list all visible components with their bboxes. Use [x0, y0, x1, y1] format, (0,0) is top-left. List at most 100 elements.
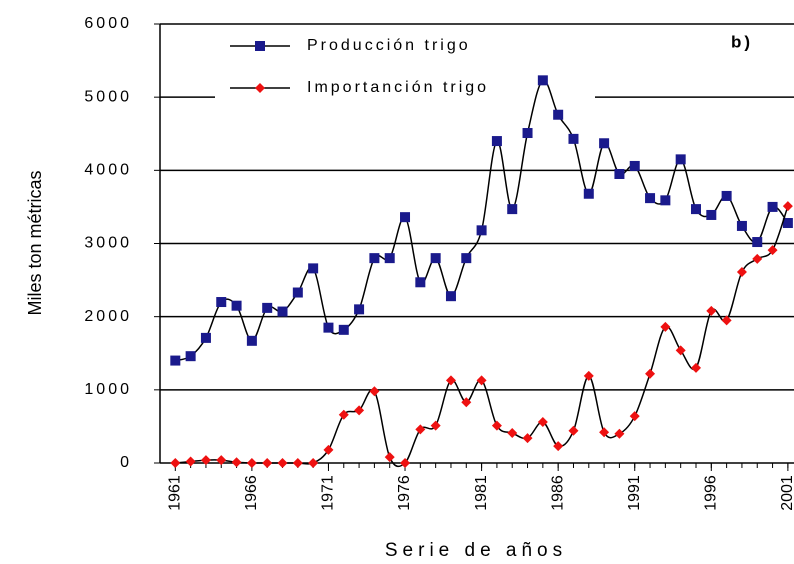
marker: [255, 41, 265, 51]
marker: [246, 458, 257, 468]
marker: [629, 411, 640, 422]
marker: [277, 458, 288, 468]
y-tick-label: 3000: [84, 235, 132, 252]
marker: [476, 225, 487, 236]
marker: [675, 345, 686, 356]
marker: [782, 218, 793, 229]
annotation: b): [731, 32, 753, 51]
marker: [277, 306, 288, 317]
marker: [430, 253, 441, 264]
y-tick-label: 6000: [84, 15, 132, 32]
marker: [583, 188, 594, 199]
x-tick-label: 1976: [396, 475, 413, 511]
series: [170, 201, 793, 468]
marker: [323, 444, 334, 455]
marker: [629, 160, 640, 171]
marker: [400, 212, 411, 223]
marker: [690, 204, 701, 215]
marker: [614, 168, 625, 179]
marker: [476, 375, 487, 386]
marker: [752, 237, 763, 248]
marker: [308, 458, 319, 468]
marker: [736, 220, 747, 231]
marker: [430, 420, 441, 431]
legend: Producción trigo Importanción trigo: [215, 28, 595, 100]
marker: [491, 136, 502, 147]
marker: [170, 458, 181, 468]
marker: [262, 458, 273, 468]
y-tick-label: 2000: [84, 308, 132, 325]
marker: [706, 209, 717, 220]
x-tick-label: 1991: [626, 475, 643, 511]
marker: [338, 324, 349, 335]
marker: [537, 75, 548, 86]
marker: [185, 456, 196, 467]
y-tick-label: 5000: [84, 88, 132, 105]
x-tick-label: 1996: [703, 475, 720, 511]
marker: [767, 201, 778, 212]
marker: [568, 133, 579, 144]
marker: [461, 253, 472, 264]
marker: [660, 321, 671, 332]
marker: [170, 355, 181, 366]
x-tick-label: 1961: [167, 475, 184, 511]
marker: [507, 204, 518, 215]
marker: [354, 304, 365, 315]
marker: [445, 291, 456, 302]
marker: [461, 397, 472, 408]
marker: [537, 417, 548, 428]
marker: [262, 302, 273, 313]
marker: [354, 405, 365, 416]
marker: [721, 315, 732, 326]
marker: [767, 245, 778, 256]
marker: [445, 375, 456, 386]
marker: [522, 433, 533, 444]
x-tick-label: 1971: [320, 475, 337, 511]
marker: [736, 267, 747, 278]
marker: [231, 300, 242, 311]
marker: [338, 409, 349, 420]
marker: [369, 253, 380, 264]
y-axis-title: Miles ton métricas: [25, 170, 45, 315]
x-tick-label: 1986: [549, 475, 566, 511]
marker: [706, 305, 717, 316]
marker: [415, 424, 426, 435]
marker: [246, 335, 257, 346]
marker: [599, 138, 610, 149]
marker: [583, 370, 594, 381]
marker: [216, 455, 227, 466]
marker: [384, 253, 395, 264]
marker: [491, 420, 502, 431]
marker: [553, 441, 564, 452]
y-tick-label: 1000: [84, 381, 132, 398]
marker: [690, 362, 701, 373]
y-tick-label: 4000: [84, 162, 132, 179]
marker: [231, 457, 242, 468]
marker: [292, 458, 303, 468]
marker: [369, 386, 380, 397]
marker: [645, 368, 656, 379]
marker: [216, 297, 227, 308]
marker: [645, 193, 656, 204]
marker: [568, 425, 579, 436]
marker: [782, 201, 793, 212]
marker: [185, 351, 196, 362]
x-axis-title: Serie de años: [385, 540, 567, 561]
x-tick-label: 1981: [473, 475, 490, 511]
marker: [323, 322, 334, 333]
marker: [308, 263, 319, 274]
marker: [255, 83, 265, 93]
marker: [384, 452, 395, 463]
marker: [292, 287, 303, 298]
legend-label: Producción trigo: [307, 37, 471, 54]
marker: [752, 253, 763, 264]
marker: [675, 154, 686, 165]
x-tick-label: 2001: [779, 475, 794, 511]
series-line: [175, 205, 789, 468]
y-tick-label: 0: [120, 454, 132, 471]
marker: [721, 190, 732, 201]
series: [170, 75, 793, 366]
marker: [415, 277, 426, 288]
marker: [522, 128, 533, 139]
marker: [660, 195, 671, 206]
